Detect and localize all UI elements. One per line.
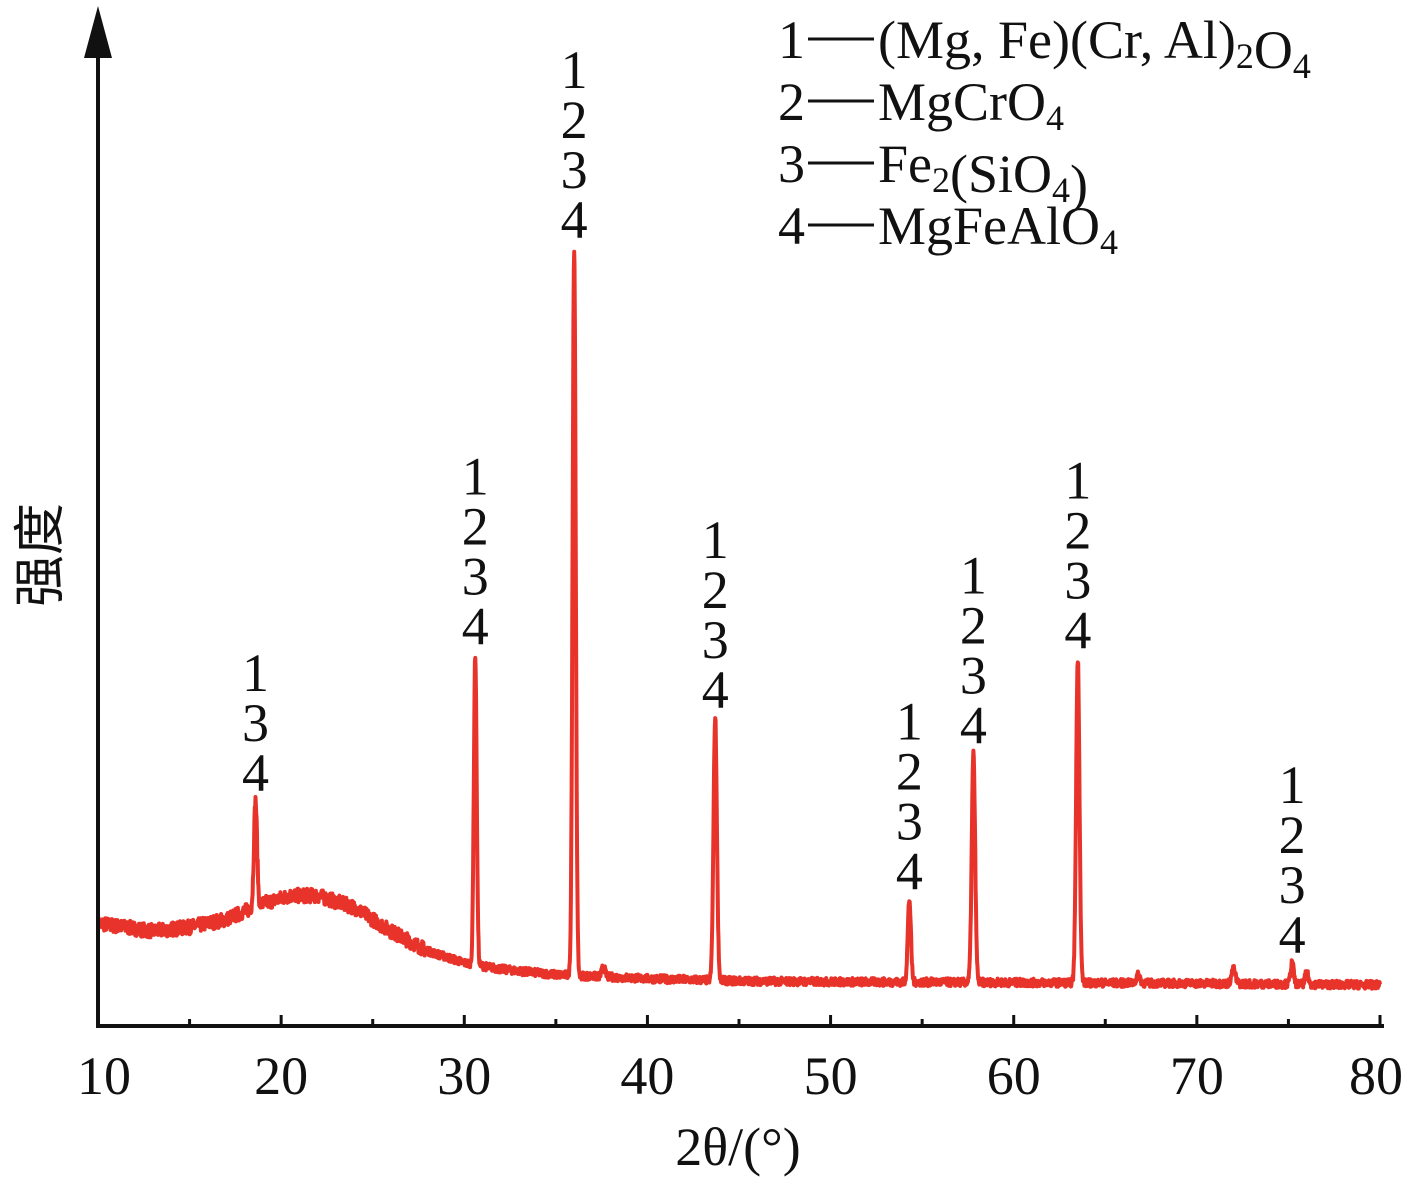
- legend-number: 1: [778, 10, 805, 70]
- peak-label-number: 3: [1064, 551, 1091, 611]
- x-tick-label: 30: [437, 1046, 491, 1106]
- peak-label-number: 4: [1279, 905, 1306, 965]
- x-tick-label: 10: [77, 1046, 131, 1106]
- legend-entry: 1 (Mg, Fe)(Cr, Al)2O4: [778, 10, 1311, 86]
- peak-label-number: 4: [960, 695, 987, 755]
- peak-label-number: 4: [1064, 601, 1091, 661]
- x-axis-title: 2θ/(°): [675, 1117, 800, 1177]
- peak-label-number: 2: [462, 497, 489, 557]
- peak-label-number: 3: [896, 792, 923, 852]
- peak-label-number: 1: [561, 40, 588, 100]
- peak-label-number: 1: [1064, 451, 1091, 511]
- x-tick-labels: 10 20 30 40 50 60 70 80: [77, 1046, 1403, 1106]
- legend-formula: MgFeAlO4: [878, 196, 1118, 262]
- peak-label-number: 4: [462, 597, 489, 657]
- peak-label-number: 1: [702, 510, 729, 570]
- x-tick-label: 80: [1349, 1046, 1403, 1106]
- legend-number: 3: [778, 134, 805, 194]
- peak-label-number: 4: [702, 660, 729, 720]
- axes: [84, 6, 1384, 1028]
- peak-label-number: 3: [1279, 855, 1306, 915]
- x-tick-label: 50: [804, 1046, 858, 1106]
- x-ticks: [96, 1015, 1382, 1026]
- x-tick-label: 60: [987, 1046, 1041, 1106]
- legend: 1 (Mg, Fe)(Cr, Al)2O4 2 MgCrO4 3 Fe2(SiO4) 4 Mg…: [778, 10, 1311, 262]
- legend-formula: (Mg, Fe)(Cr, Al)2O4: [878, 10, 1311, 86]
- x-tick-label: 40: [620, 1046, 674, 1106]
- peak-label-number: 1: [462, 447, 489, 507]
- legend-number: 2: [778, 72, 805, 132]
- x-tick-label: 20: [254, 1046, 308, 1106]
- peak-label-number: 4: [242, 743, 269, 803]
- peak-label-number: 2: [1064, 501, 1091, 561]
- legend-formula: MgCrO4: [878, 72, 1064, 138]
- peak-label-number: 4: [561, 190, 588, 250]
- peak-label-number: 3: [702, 610, 729, 670]
- peak-label-number: 2: [960, 595, 987, 655]
- peak-label-number: 2: [896, 742, 923, 802]
- peak-label-number: 3: [960, 645, 987, 705]
- peak-label-number: 4: [896, 842, 923, 902]
- peak-label-number: 1: [896, 692, 923, 752]
- y-axis-arrow: [84, 6, 112, 58]
- legend-entry: 2 MgCrO4: [778, 72, 1064, 138]
- y-axis-label: 强度: [11, 503, 71, 607]
- legend-number: 4: [778, 196, 805, 256]
- peak-label-number: 3: [462, 547, 489, 607]
- peak-label-number: 2: [702, 560, 729, 620]
- peak-label-number: 1: [1279, 755, 1306, 815]
- peak-label-number: 2: [1279, 805, 1306, 865]
- legend-formula: Fe2(SiO4): [878, 134, 1088, 214]
- peak-label-number: 2: [561, 90, 588, 150]
- peak-label-number: 3: [561, 140, 588, 200]
- peak-label-number: 3: [242, 693, 269, 753]
- peak-label-number: 1: [960, 545, 987, 605]
- legend-entry: 3 Fe2(SiO4): [778, 134, 1088, 214]
- legend-entry: 4 MgFeAlO4: [778, 196, 1118, 262]
- peak-label-number: 1: [242, 643, 269, 703]
- spectrum-line: [96, 249, 1382, 991]
- x-tick-label: 70: [1170, 1046, 1224, 1106]
